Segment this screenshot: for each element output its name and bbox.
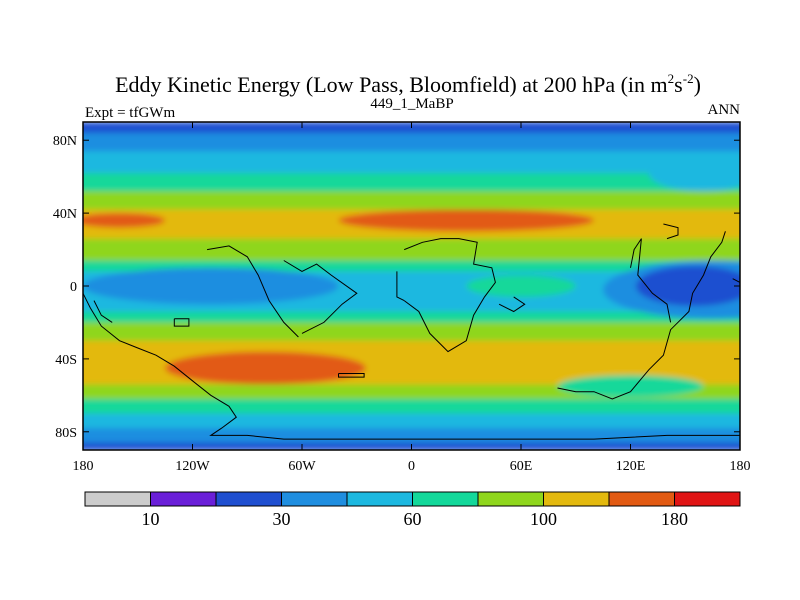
colorbar-box-4 [346, 491, 413, 507]
field-blob-3 [83, 267, 339, 305]
coastline-9 [93, 300, 113, 323]
colorbar-box-2 [215, 491, 282, 507]
coastline-5 [630, 238, 672, 323]
subtitle-left: Expt = tfGWm [85, 105, 175, 121]
colorbar-label-1: 30 [273, 509, 291, 529]
y-tick-label-3: 40S [55, 353, 77, 368]
field-band-14 [83, 413, 740, 429]
field-band-10 [83, 322, 740, 342]
coastline-11 [498, 296, 526, 313]
y-tick-label-2: 0 [70, 280, 77, 295]
field-band-13 [83, 398, 740, 415]
colorbar-label-2: 60 [404, 509, 422, 529]
coastline-1 [207, 245, 299, 338]
colorbar-box-9 [674, 491, 741, 507]
field-blob-6 [466, 275, 576, 297]
colorbar-label-0: 10 [142, 509, 160, 529]
field-blob-5 [635, 265, 740, 307]
x-tick-label-4: 60E [510, 459, 533, 474]
field-band-3 [83, 173, 740, 192]
colorbar-label-3: 100 [530, 509, 557, 529]
y-tick-label-4: 80S [55, 426, 77, 441]
y-tick-label-0: 80N [53, 134, 77, 149]
field-band-7 [83, 260, 740, 272]
x-tick-label-3: 0 [408, 459, 415, 474]
field-blob-1 [83, 213, 166, 228]
colorbar-box-8 [608, 491, 675, 507]
x-tick-label-1: 120W [175, 459, 210, 474]
coastline-12 [732, 278, 740, 283]
coastline-0 [83, 293, 740, 440]
colorbar-box-3 [281, 491, 348, 507]
field-blob-2 [165, 351, 366, 385]
colorbar-box-5 [412, 491, 479, 507]
chart-title: Eddy Kinetic Energy (Low Pass, Bloomfiel… [115, 71, 701, 97]
field-band-1 [83, 132, 740, 152]
axes: 180 120W 60W 0 60E 120E 180 80N 40N 0 40S 80S [53, 122, 751, 474]
field-band-9 [83, 311, 740, 323]
field-blob-8 [557, 375, 704, 398]
field-blob-0 [338, 209, 594, 232]
subtitle-right: ANN [708, 102, 741, 118]
x-tick-label-6: 180 [730, 459, 751, 474]
x-tick-label-0: 180 [73, 459, 94, 474]
subtitle-center: 449_1_MaBP [370, 96, 453, 112]
coastlines [83, 223, 740, 440]
colorbar-box-0 [84, 491, 151, 507]
plot-area: 180 120W 60W 0 60E 120E 180 80N 40N 0 40S 80S [53, 121, 751, 474]
y-tick-label-1: 40N [53, 207, 77, 222]
coastline-6 [663, 223, 679, 240]
field-band-15 [83, 428, 740, 444]
colorbar-box-6 [477, 491, 544, 507]
coastline-4 [557, 231, 726, 400]
colorbar-label-4: 180 [661, 509, 688, 529]
colorbar-box-7 [543, 491, 610, 507]
field-band-6 [83, 238, 740, 261]
field-blob-7 [648, 154, 740, 192]
coastline-7 [396, 271, 405, 302]
x-tick-label-5: 120E [616, 459, 646, 474]
x-tick-label-2: 60W [288, 459, 316, 474]
coastline-10 [173, 318, 190, 327]
coastline-3 [403, 238, 496, 353]
colorbar-box-1 [150, 491, 217, 507]
contour-field [83, 122, 740, 450]
field-band-2 [83, 151, 740, 174]
field-band-4 [83, 191, 740, 210]
coastline-8 [338, 373, 365, 378]
colorbar: 10 30 60 100 180 [84, 491, 741, 529]
coastline-2 [283, 260, 358, 334]
